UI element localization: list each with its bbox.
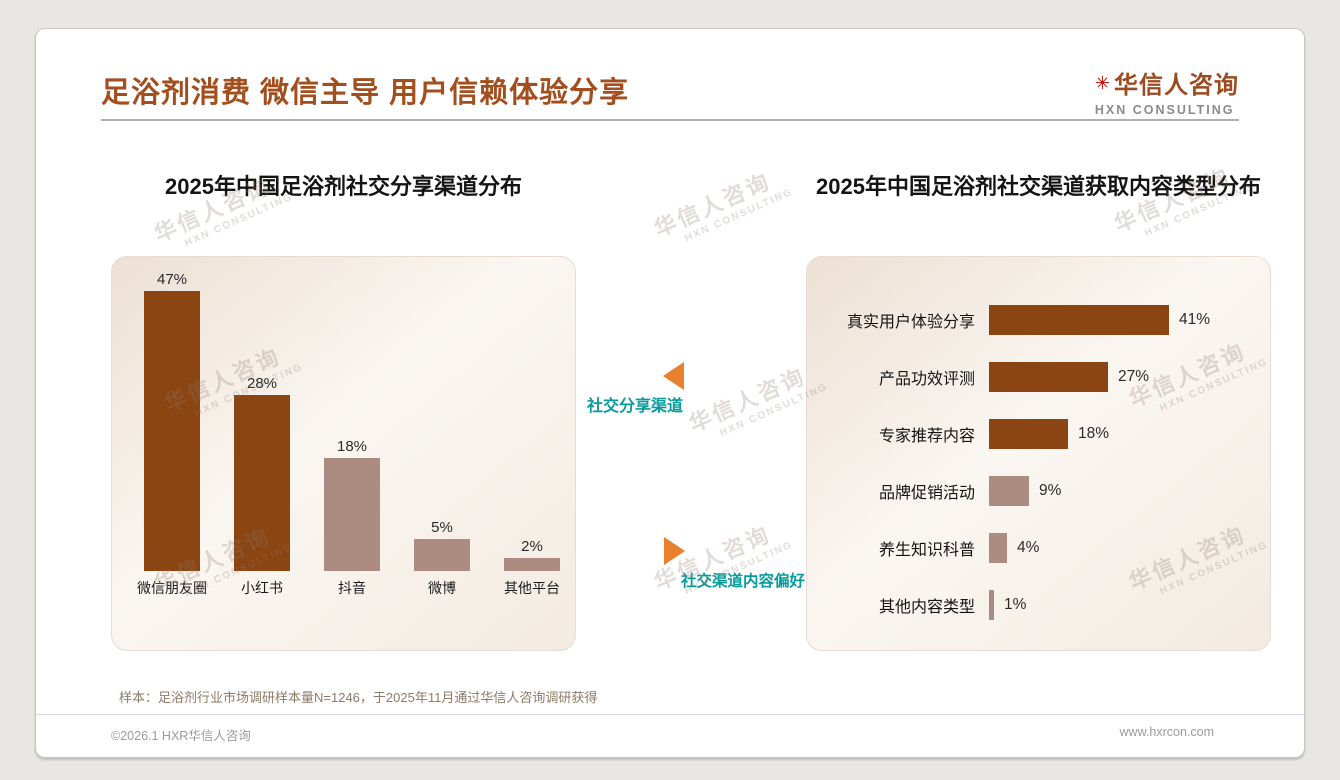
bar	[989, 419, 1068, 449]
hbar-value-label: 18%	[1078, 425, 1110, 442]
right-chart-panel: 真实用户体验分享 41% 产品功效评测 27% 专家推荐内容 18% 品牌促销活动 9% 养生知…	[806, 256, 1271, 651]
bar	[989, 533, 1007, 563]
bar-category-label: 其他平台	[504, 580, 560, 596]
right-chart-title: 2025年中国足浴剂社交渠道获取内容类型分布	[816, 174, 1261, 199]
bar-group-1: 28% 小红书	[226, 271, 298, 598]
bar-value-label: 2%	[521, 538, 543, 555]
watermark-en: HXN CONSULTING	[683, 186, 795, 245]
bar	[234, 395, 290, 571]
share-channel-label: 社交分享渠道	[587, 398, 684, 415]
arrow-right-icon	[664, 537, 685, 565]
page-title: 足浴剂消费 微信主导 用户信赖体验分享	[101, 77, 630, 109]
hbar-value-label: 27%	[1118, 368, 1150, 385]
footer-copyright: ©2026.1 HXR华信人咨询	[111, 729, 251, 743]
title-divider	[101, 119, 1239, 121]
watermark-cn: 华信人咨询	[650, 168, 775, 242]
hbar-value-label: 1%	[1004, 596, 1027, 613]
watermark-cn: 华信人咨询	[685, 363, 810, 437]
hbar-row-3: 品牌促销活动 9%	[807, 476, 1270, 506]
bar	[989, 305, 1169, 335]
bar-value-label: 47%	[156, 271, 188, 288]
bar-group-4: 2% 其他平台	[496, 271, 568, 598]
logo-flower-icon: ✳	[1094, 72, 1110, 93]
hbar-row-4: 养生知识科普 4%	[807, 533, 1270, 563]
logo-row: ✳ 华信人咨询	[1095, 65, 1239, 100]
bar-group-2: 18% 抖音	[316, 271, 388, 598]
hbar-row-2: 专家推荐内容 18%	[807, 419, 1270, 449]
logo-name-cn: 华信人咨询	[1114, 72, 1239, 99]
bar-group-3: 5% 微博	[406, 271, 478, 598]
bar-value-label: 5%	[431, 519, 453, 536]
bar	[414, 539, 470, 571]
bar-category-label: 抖音	[338, 580, 366, 596]
bar-category-label: 微信朋友圈	[137, 580, 207, 596]
bar-stack: 2%	[496, 271, 568, 571]
sample-note: 样本：足浴剂行业市场调研样本量N=1246，于2025年11月通过华信人咨询调研…	[119, 690, 598, 705]
bar	[989, 476, 1029, 506]
content-preference-label: 社交渠道内容偏好	[681, 573, 806, 590]
bar	[504, 558, 560, 571]
hbar-value-label: 9%	[1039, 482, 1062, 499]
arrow-left-icon	[663, 362, 684, 390]
footer-divider	[36, 714, 1304, 715]
hbar-category-label: 其他内容类型	[878, 599, 975, 616]
hbar-row-5: 其他内容类型 1%	[807, 590, 1270, 620]
logo-name-en: HXN CONSULTING	[1094, 103, 1235, 117]
bar-category-label: 小红书	[241, 580, 283, 596]
horizontal-bar-chart: 真实用户体验分享 41% 产品功效评测 27% 专家推荐内容 18% 品牌促销活动 9% 养生知…	[807, 305, 1270, 647]
bar-stack: 5%	[406, 271, 478, 571]
hbar-row-0: 真实用户体验分享 41%	[807, 305, 1270, 335]
bar-stack: 28%	[226, 271, 298, 571]
bar	[989, 590, 994, 620]
bar-value-label: 18%	[336, 438, 368, 455]
slide-card: 足浴剂消费 微信主导 用户信赖体验分享 ✳ 华信人咨询 HXN CONSULTI…	[35, 28, 1305, 758]
hbar-category-label: 真实用户体验分享	[846, 314, 975, 331]
bar-stack: 47%	[136, 271, 208, 571]
bar	[324, 458, 380, 571]
bar	[989, 362, 1108, 392]
vertical-bar-chart: 47% 微信朋友圈 28% 小红书 18% 抖音 5% 微博 2% 其他平台	[112, 271, 575, 598]
hbar-category-label: 养生知识科普	[878, 542, 975, 559]
bar-value-label: 28%	[246, 375, 278, 392]
hbar-row-1: 产品功效评测 27%	[807, 362, 1270, 392]
bar-group-0: 47% 微信朋友圈	[136, 271, 208, 598]
hbar-category-label: 专家推荐内容	[878, 428, 975, 445]
hbar-value-label: 4%	[1017, 539, 1040, 556]
left-chart-panel: 47% 微信朋友圈 28% 小红书 18% 抖音 5% 微博 2% 其他平台	[111, 256, 576, 651]
company-logo: ✳ 华信人咨询 HXN CONSULTING	[1095, 65, 1239, 117]
watermark: 华信人咨询 HXN CONSULTING	[648, 157, 795, 254]
hbar-category-label: 产品功效评测	[878, 371, 975, 388]
footer-website: www.hxrcon.com	[1119, 725, 1214, 739]
hbar-category-label: 品牌促销活动	[878, 485, 975, 502]
bar	[144, 291, 200, 571]
left-chart-title: 2025年中国足浴剂社交分享渠道分布	[165, 174, 522, 199]
bar-stack: 18%	[316, 271, 388, 571]
hbar-value-label: 41%	[1179, 311, 1211, 328]
bar-category-label: 微博	[428, 580, 456, 596]
